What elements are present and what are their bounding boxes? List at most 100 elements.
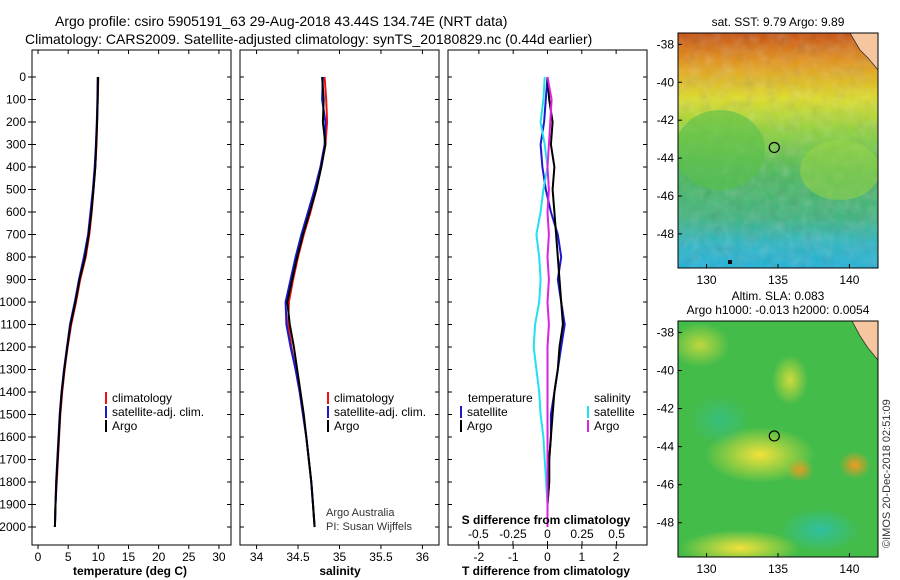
depth-tick-label: 1400 bbox=[0, 385, 26, 399]
s-tick-label: 0.5 bbox=[608, 527, 625, 541]
temperature-series bbox=[53, 76, 100, 528]
sst-lat-ticks: -38 -40 -42 -44 -46 -48 bbox=[657, 37, 682, 241]
lon-tick-label: 140 bbox=[839, 273, 859, 287]
sla-map-title-1: Altim. SLA: 0.083 bbox=[732, 289, 825, 303]
sla-field-blob bbox=[839, 451, 871, 479]
sla-argo-location-marker bbox=[768, 430, 780, 442]
depth-tick-label: 200 bbox=[6, 115, 26, 129]
depth-tick-label: 1900 bbox=[0, 498, 26, 512]
depth-tick-label: 1100 bbox=[0, 318, 26, 332]
sla-field-blob bbox=[680, 530, 800, 557]
x-tick-label: 0 bbox=[544, 550, 551, 564]
lat-tick-label: -48 bbox=[657, 227, 675, 241]
series-line-satellite-adj-clim- bbox=[284, 76, 327, 528]
difference-series bbox=[532, 76, 566, 527]
sla-field-blob bbox=[780, 508, 860, 552]
figure-title-line1: Argo profile: csiro 5905191_63 29-Aug-20… bbox=[55, 13, 507, 29]
depth-tick-label: 1000 bbox=[0, 295, 26, 309]
s-difference-axis-label: S difference from climatology bbox=[462, 513, 631, 527]
x-tick-label: -1 bbox=[508, 550, 519, 564]
sst-argo-location-marker bbox=[768, 141, 780, 154]
imos-credit: ©IMOS 20-Dec-2018 02:51:09 bbox=[881, 399, 893, 548]
s-tick-label: 0 bbox=[544, 527, 551, 541]
lon-tick-label: 130 bbox=[697, 562, 717, 576]
sla-field-blob bbox=[772, 355, 808, 405]
legend-label-t-argo: Argo bbox=[467, 419, 493, 433]
x-tick-label: 1 bbox=[578, 550, 585, 564]
x-tick-label: 0 bbox=[35, 550, 42, 564]
depth-tick-label: 1300 bbox=[0, 363, 26, 377]
x-tick-label: 15 bbox=[122, 550, 136, 564]
depth-axis-ticks: 0 100 200 300 400 500 600 700 800 900 1000 1100 1200… bbox=[0, 70, 32, 534]
depth-tick-label: 1500 bbox=[0, 408, 26, 422]
sst-field-patch bbox=[678, 110, 765, 190]
depth-tick-label: 300 bbox=[6, 138, 26, 152]
s-tick-label: -0.5 bbox=[468, 527, 489, 541]
depth-tick-label: 1800 bbox=[0, 475, 26, 489]
sla-lon-ticks: 130 135 140 bbox=[697, 553, 860, 576]
x-tick-label: 34 bbox=[250, 550, 264, 564]
depth-tick-label: 2000 bbox=[0, 520, 26, 534]
sst-field-patch bbox=[800, 140, 878, 200]
legend-label-s-argo: Argo bbox=[594, 419, 620, 433]
lat-tick-label: -40 bbox=[657, 75, 675, 89]
series-line-climatology bbox=[53, 76, 100, 528]
lat-tick-label: -38 bbox=[657, 37, 675, 51]
lon-tick-label: 130 bbox=[697, 273, 717, 287]
sst-lon-ticks: 130 135 140 bbox=[697, 264, 860, 287]
temperature-axis-label: temperature (deg C) bbox=[73, 564, 187, 578]
salinity-axis-label: salinity bbox=[319, 564, 361, 578]
sla-field-blob bbox=[786, 458, 814, 482]
x-tick-label: -2 bbox=[474, 550, 485, 564]
salinity-legend: climatology satellite-adj. clim. Argo Ar… bbox=[326, 391, 426, 533]
legend-label-t-satellite: satellite bbox=[467, 405, 508, 419]
temperature-gridlines bbox=[32, 76, 231, 528]
sst-map-title: sat. SST: 9.79 Argo: 9.89 bbox=[712, 15, 845, 29]
depth-tick-label: 500 bbox=[6, 183, 26, 197]
lon-tick-label: 135 bbox=[768, 562, 788, 576]
series-line-argo bbox=[53, 76, 99, 528]
salinity-series bbox=[284, 76, 329, 528]
lat-tick-label: -46 bbox=[657, 189, 675, 203]
legend-label-satellite-adj: satellite-adj. clim. bbox=[334, 405, 426, 419]
credit-argo-australia: Argo Australia bbox=[326, 507, 395, 519]
series-line-t-argo bbox=[546, 76, 564, 527]
depth-tick-label: 700 bbox=[6, 228, 26, 242]
legend-label-argo: Argo bbox=[112, 419, 138, 433]
depth-tick-label: 900 bbox=[6, 273, 26, 287]
credit-pi: PI: Susan Wijffels bbox=[326, 521, 412, 533]
legend-label-satellite-adj: satellite-adj. clim. bbox=[112, 405, 204, 419]
x-tick-label: 2 bbox=[613, 550, 620, 564]
x-tick-label: 20 bbox=[152, 550, 166, 564]
x-tick-label: 25 bbox=[182, 550, 196, 564]
depth-tick-label: 1700 bbox=[0, 453, 26, 467]
series-line-s-satellite bbox=[532, 76, 549, 527]
lat-tick-label: -44 bbox=[657, 440, 675, 454]
depth-tick-label: 800 bbox=[6, 250, 26, 264]
sla-field-blob bbox=[678, 323, 730, 367]
sst-missing-pixel bbox=[728, 260, 732, 264]
x-tick-label: 36 bbox=[416, 550, 430, 564]
lat-tick-label: -42 bbox=[657, 402, 675, 416]
lon-tick-label: 140 bbox=[839, 562, 859, 576]
legend-label-s-satellite: satellite bbox=[594, 405, 635, 419]
lat-tick-label: -44 bbox=[657, 151, 675, 165]
sst-land bbox=[849, 33, 878, 71]
x-tick-label: 10 bbox=[92, 550, 106, 564]
salinity-axis-ticks: 34 34.5 35 35.5 36 bbox=[250, 50, 430, 564]
sla-field-blob bbox=[690, 395, 750, 445]
s-tick-label: 0.25 bbox=[570, 527, 594, 541]
lat-tick-label: -38 bbox=[657, 325, 675, 339]
legend-label-climatology: climatology bbox=[112, 391, 172, 405]
depth-tick-label: 400 bbox=[6, 160, 26, 174]
salinity-panel-frame bbox=[239, 49, 440, 546]
lat-tick-label: -40 bbox=[657, 363, 675, 377]
sst-map-field bbox=[678, 33, 878, 268]
depth-tick-label: 1600 bbox=[0, 430, 26, 444]
lat-tick-label: -46 bbox=[657, 478, 675, 492]
series-line-s-argo bbox=[546, 76, 553, 527]
difference-legend: temperature satellite Argo salinity sate… bbox=[460, 391, 635, 433]
sla-land bbox=[851, 321, 878, 361]
lon-tick-label: 135 bbox=[768, 273, 788, 287]
